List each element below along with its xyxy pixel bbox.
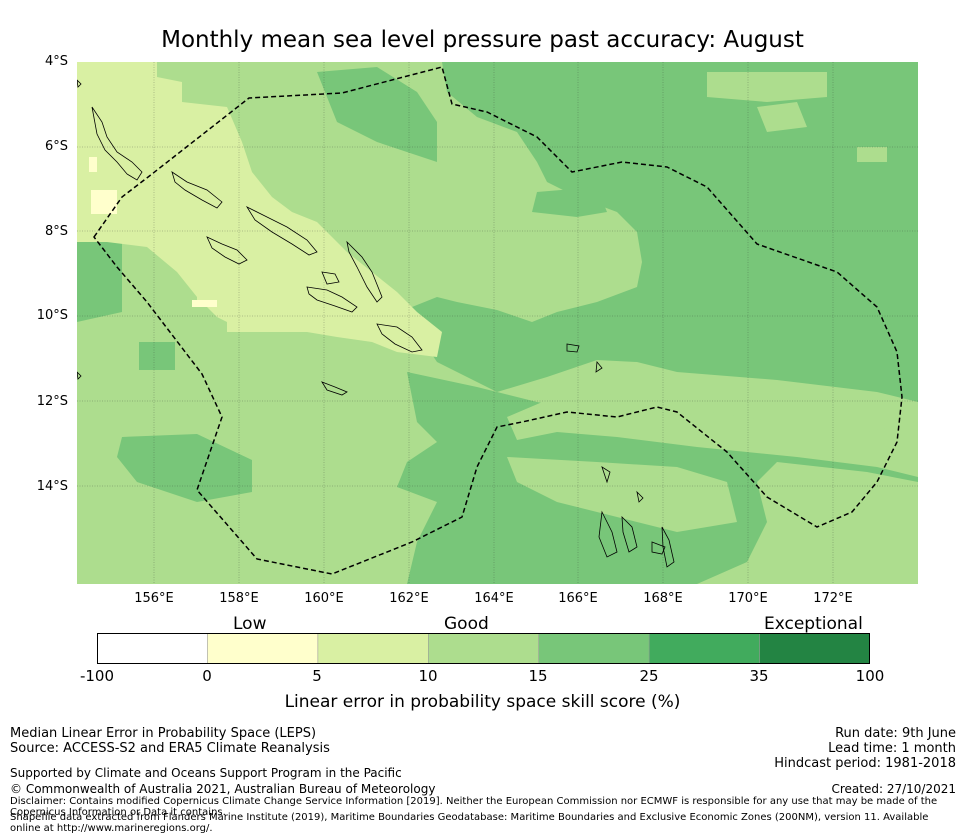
footer-source: Source: ACCESS-S2 and ERA5 Climate Reana… — [10, 741, 330, 756]
colorbar-tick-label: -100 — [79, 667, 115, 685]
colorbar-bin — [97, 633, 208, 664]
lon-label-168e: 168°E — [643, 591, 683, 606]
skill-field-10-15 — [507, 72, 918, 532]
footer-support: Supported by Climate and Oceans Support … — [10, 766, 402, 780]
colorbar-bin — [538, 633, 650, 664]
colorbar-bin — [317, 633, 429, 664]
colorbar-tick-label: 25 — [639, 667, 659, 685]
lon-label-156e: 156°E — [134, 591, 174, 606]
footer-lead-time: Lead time: 1 month — [828, 741, 956, 756]
lat-label-10s: 10°S — [36, 308, 68, 323]
footer-method: Median Linear Error in Probability Space… — [10, 726, 317, 741]
colorbar-tick-label: 100 — [855, 667, 885, 685]
footer-run-date: Run date: 9th June — [835, 726, 956, 741]
lon-label-160e: 160°E — [304, 591, 344, 606]
lat-label-6s: 6°S — [44, 139, 68, 154]
colorbar-category-good: Good — [444, 614, 489, 634]
lon-label-166e: 166°E — [558, 591, 598, 606]
lat-label-8s: 8°S — [44, 224, 68, 239]
footer-created: Created: 27/10/2021 — [831, 782, 956, 796]
map-gridlines — [77, 62, 918, 584]
colorbar-label: Linear error in probability space skill … — [284, 692, 681, 712]
colorbar-tick-label: 15 — [528, 667, 548, 685]
colorbar — [97, 633, 870, 664]
footer-hindcast: Hindcast period: 1981-2018 — [774, 756, 956, 771]
lon-label-170e: 170°E — [728, 591, 768, 606]
lat-label-4s: 4°S — [44, 54, 68, 69]
map-title: Monthly mean sea level pressure past acc… — [161, 27, 804, 53]
colorbar-bin — [649, 633, 761, 664]
colorbar-category-low: Low — [233, 614, 267, 634]
footer-copyright: © Commonwealth of Australia 2021, Austra… — [10, 782, 436, 796]
lon-label-158e: 158°E — [219, 591, 259, 606]
colorbar-tick-label: 5 — [312, 667, 322, 685]
colorbar-bin — [428, 633, 540, 664]
footer-shapefile: Shapefile data extracted from Flanders M… — [10, 812, 929, 834]
colorbar-tick-label: 35 — [749, 667, 769, 685]
skill-field-0-5 — [89, 157, 217, 307]
lon-label-172e: 172°E — [813, 591, 853, 606]
lat-label-14s: 14°S — [36, 479, 68, 494]
colorbar-bin — [759, 633, 870, 664]
lon-label-164e: 164°E — [474, 591, 514, 606]
colorbar-tick-label: 10 — [418, 667, 438, 685]
footer-disclaimer: Disclaimer: Contains modified Copernicus… — [10, 796, 938, 818]
skill-map — [77, 62, 918, 584]
colorbar-category-exceptional: Exceptional — [764, 614, 863, 634]
lat-label-12s: 12°S — [36, 394, 68, 409]
coastlines — [77, 79, 675, 568]
lon-label-162e: 162°E — [389, 591, 429, 606]
colorbar-tick-label: 0 — [202, 667, 212, 685]
colorbar-bin — [207, 633, 319, 664]
eez-boundary-line — [93, 66, 903, 575]
